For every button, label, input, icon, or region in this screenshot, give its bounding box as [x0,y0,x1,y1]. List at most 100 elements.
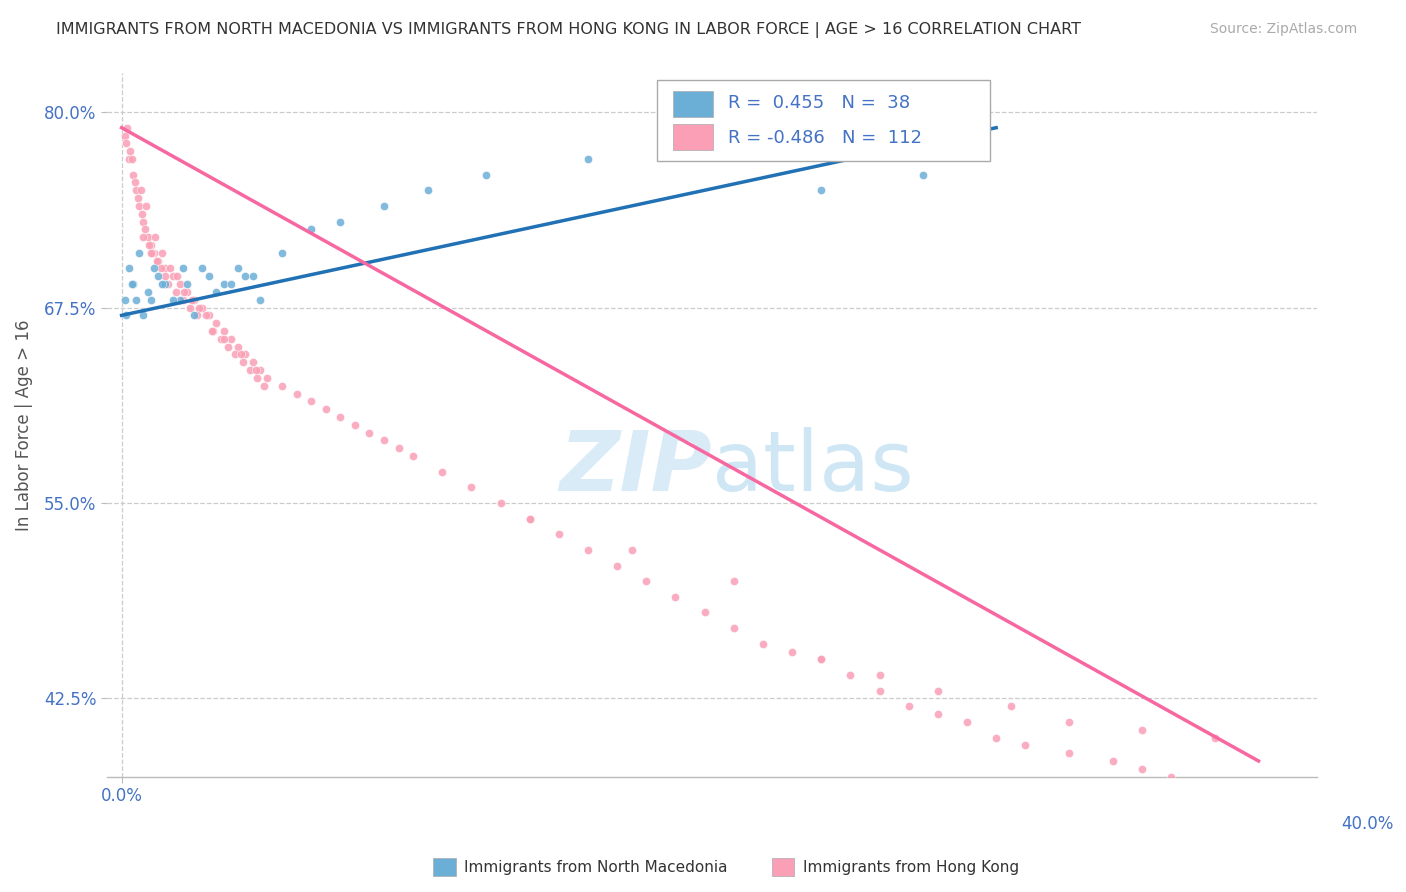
Point [127,191,149,205]
Point [122,168,145,182]
Point [226,261,249,276]
Point [299,222,322,236]
Point [620,542,643,557]
Point [129,183,152,197]
Point [1130,723,1153,737]
Point [343,417,366,432]
Text: Source: ZipAtlas.com: Source: ZipAtlas.com [1209,22,1357,37]
Point [693,606,716,620]
Point [235,269,257,284]
Point [956,714,979,729]
Point [172,293,194,307]
Point [173,285,195,299]
Text: R = -0.486   N =  112: R = -0.486 N = 112 [728,128,922,146]
Point [256,371,278,385]
Point [191,261,214,276]
Point [373,199,395,213]
Point [416,183,439,197]
Text: IMMIGRANTS FROM NORTH MACEDONIA VS IMMIGRANTS FROM HONG KONG IN LABOR FORCE | AG: IMMIGRANTS FROM NORTH MACEDONIA VS IMMIG… [56,22,1081,38]
Point [121,277,143,291]
Point [239,363,262,377]
Point [125,183,148,197]
Point [869,683,891,698]
Point [118,152,141,166]
Point [165,285,187,299]
Point [159,261,181,276]
Point [138,238,160,252]
Point [169,293,191,307]
Point [219,332,242,346]
Point [927,683,949,698]
Point [155,277,177,291]
Point [195,309,218,323]
Point [1057,714,1080,729]
Point [139,245,162,260]
Point [1101,754,1123,768]
Point [249,363,271,377]
Text: R =  0.455   N =  38: R = 0.455 N = 38 [728,94,910,112]
Point [149,261,172,276]
Point [664,590,686,604]
Point [752,637,775,651]
Point [1014,739,1036,753]
Point [136,285,159,299]
Point [869,668,891,682]
Point [249,293,271,307]
Point [152,245,174,260]
Point [202,324,225,338]
FancyBboxPatch shape [658,80,990,161]
Point [927,707,949,722]
Point [209,332,232,346]
Point [131,207,153,221]
Point [329,214,352,228]
Point [155,269,177,284]
Point [117,120,139,135]
Point [141,245,163,260]
Point [664,136,686,151]
Point [359,425,381,440]
Point [606,558,628,573]
Point [201,324,224,338]
Point [166,269,188,284]
Point [636,574,658,589]
Point [246,371,269,385]
Point [519,511,541,525]
Point [135,199,157,213]
Point [124,176,146,190]
Point [780,644,803,658]
Point [122,277,145,291]
Point [212,332,235,346]
Point [114,293,136,307]
Point [152,277,174,291]
Point [183,309,205,323]
Point [387,442,409,456]
Point [519,511,541,525]
Point [285,386,308,401]
Y-axis label: In Labor Force | Age > 16: In Labor Force | Age > 16 [15,319,32,531]
Point [114,128,136,143]
Point [897,699,920,714]
Point [212,324,235,338]
Point [157,277,180,291]
Point [191,301,214,315]
Point [242,355,264,369]
Point [373,434,395,448]
Point [143,230,166,244]
Point [187,301,209,315]
Point [271,378,294,392]
Text: ZIP: ZIP [560,426,711,508]
Point [162,293,184,307]
Text: Immigrants from Hong Kong: Immigrants from Hong Kong [803,860,1019,874]
Point [912,168,935,182]
Point [212,277,235,291]
Point [121,152,143,166]
Point [547,527,569,541]
Point [315,402,337,417]
Point [118,261,141,276]
Point [460,480,482,494]
Point [198,269,221,284]
Point [253,378,276,392]
Point [217,340,239,354]
Point [128,199,150,213]
Point [176,285,198,299]
